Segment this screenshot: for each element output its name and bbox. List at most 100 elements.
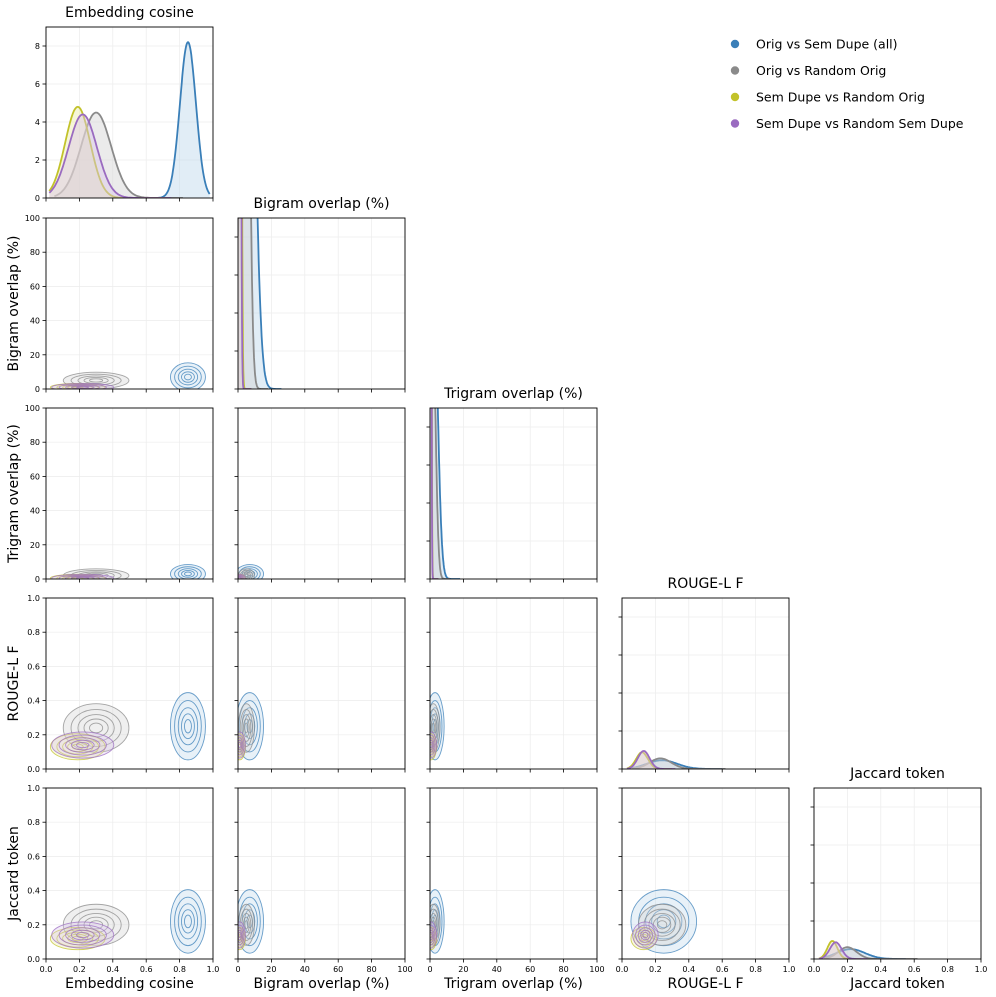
contour-level [70,576,95,579]
panel-marks [430,692,445,761]
contour-orig-vs-sem-dupe-all [169,362,206,389]
contour-level [183,914,192,929]
diag-title-bigram-overlap: Bigram overlap (%) [253,196,389,212]
y-tick-label: 100 [25,214,40,223]
x-tick-label: 0 [427,965,432,974]
contour-sem-dupe-vs-random-sem-dupe [51,383,115,389]
kde-fill-sem-dupe-vs-random-sem-dupe [49,114,172,198]
x-tick-label: 0.4 [874,965,887,974]
contour-level [177,903,199,940]
y-tick-label: 1.0 [27,594,40,603]
contour-level [56,736,100,758]
contour-level [238,739,243,751]
contour-level [181,371,195,383]
contour-orig-vs-sem-dupe-all [169,889,206,954]
contour-level [181,569,195,578]
x-tick-label: 0.2 [73,965,86,974]
panel-rouge-l-f-vs-trigram-overlap [426,597,598,773]
legend-item-orig-vs-sem-dupe-all: Orig vs Sem Dupe (all) [730,37,898,52]
contour-level [238,924,245,946]
x-tick-label: 60 [333,965,343,974]
y-tick-label: 0 [35,194,40,203]
contour-level [51,731,115,759]
x-tick-label: 0 [235,965,240,974]
x-tick-label: 80 [559,965,569,974]
contour-level [76,741,90,749]
panel-marks [630,889,698,954]
contour-level [648,912,676,937]
contour-level [70,373,122,388]
diag-title-rouge-l-f: ROUGE-L F [667,576,743,592]
y-tick-label: 0.8 [27,818,40,827]
panel-frame [45,597,214,770]
y-axis-label-trigram-overlap: Trigram overlap (%) [6,424,22,564]
kde-fill-sem-dupe-vs-random-sem-dupe [627,751,676,769]
y-tick-label: 0.6 [27,662,40,671]
contour-level [183,373,192,381]
x-tick-label: 0.4 [682,965,695,974]
panel-marks [430,889,445,954]
panel-jaccard-token-vs-bigram-overlap: 0 20 40 60 80 100 [234,787,413,974]
panel-frame [429,597,598,770]
x-tick-label: 0.2 [649,965,662,974]
contour-level [181,909,195,934]
contour-orig-vs-sem-dupe-all [169,564,206,579]
contour-level [244,722,249,734]
contour-level [238,741,242,749]
panel-frame [45,217,214,390]
panel-trigram-overlap-vs-bigram-overlap [234,407,406,583]
y-tick-label: 0.4 [27,697,40,706]
panel-frame [237,787,406,960]
panel-frame [237,217,406,390]
y-tick-label: 0 [35,385,40,394]
panel-marks [238,692,265,761]
contour-level [174,365,202,389]
panel-marks [430,408,461,579]
contour-level [430,739,434,751]
y-tick-label: 6 [35,80,40,89]
contour-level [642,931,649,939]
kde-line-sem-dupe-vs-random-sem-dupe [818,941,868,959]
x-tick-label: 1.0 [975,965,988,974]
panel-frame [813,787,982,960]
legend-marker [730,66,740,75]
diag-panel-trigram-overlap: Trigram overlap (%) [426,386,598,583]
diag-panel-jaccard-token: 0.0 0.2 0.4 0.6 0.8 1.0 Jaccard token [808,766,988,974]
panel-marks [48,41,211,198]
contour-level [632,921,659,949]
panel-marks [818,940,918,959]
x-axis-label-embedding-cosine: Embedding cosine [65,976,194,992]
contour-level [169,362,206,389]
y-tick-label: 0.8 [27,628,40,637]
kde-fill-orig-vs-sem-dupe-all [156,42,210,198]
contour-level [238,931,242,939]
legend-item-sem-dupe-vs-random-orig: Sem Dupe vs Random Orig [730,90,925,105]
panel-frame [45,407,214,580]
kde-line-sem-dupe-vs-random-orig [818,940,861,959]
x-tick-label: 0.0 [808,965,821,974]
x-axis-label-trigram-overlap: Trigram overlap (%) [443,976,583,992]
contour-level [430,737,435,753]
contour-level [65,927,101,943]
panel-jaccard-token-vs-rouge-l-f: 0.0 0.2 0.4 0.6 0.8 1.0 [616,787,795,974]
contour-level [238,575,244,579]
contour-sem-dupe-vs-random-sem-dupe [51,921,115,949]
diag-panel-embedding-cosine: 0 2 4 6 8 Embedding cosine [35,5,214,203]
diag-title-embedding-cosine: Embedding cosine [65,5,194,21]
y-tick-label: 0.2 [27,731,40,740]
panel-frame [45,787,214,960]
legend-item-orig-vs-random-orig: Orig vs Random Orig [730,63,886,78]
legend-marker [730,39,740,49]
diag-panel-bigram-overlap: Bigram overlap (%) [234,196,406,393]
panel-marks [49,889,206,954]
contour-level [430,741,433,749]
pairplot-axis-labels: Embedding cosine Bigram overlap (%) Trigra… [6,235,945,992]
panel-frame [621,597,790,770]
kde-fill-orig-vs-random-orig [430,408,450,579]
kde-line-orig-vs-sem-dupe-all [436,408,461,579]
contour-level [65,737,101,753]
x-axis-label-rouge-l-f: ROUGE-L F [667,976,743,992]
panel-marks [49,692,206,761]
contour-level [174,700,202,753]
legend-label: Orig vs Random Orig [756,63,886,78]
